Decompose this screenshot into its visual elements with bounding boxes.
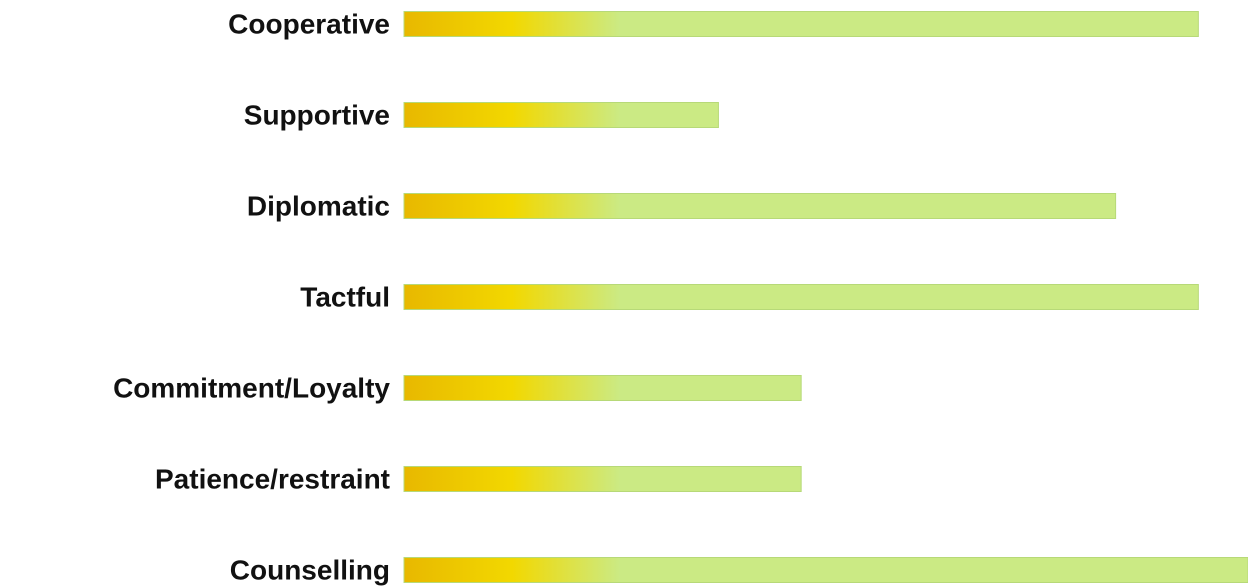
category-label-tactful: Tactful [300,282,390,313]
category-label-commitment-loyalty: Commitment/Loyalty [113,373,390,404]
bar-diplomatic [403,193,1117,219]
category-labels: Cooperative Supportive Diplomatic Tactful Co… [113,9,390,586]
bar-commitment-loyalty [403,375,802,401]
category-label-diplomatic: Diplomatic [247,191,390,222]
category-label-counselling: Counselling [230,555,390,586]
bar-supportive [403,102,719,128]
category-label-supportive: Supportive [244,100,390,131]
bar-patience-restraint [403,466,802,492]
category-label-cooperative: Cooperative [228,9,390,40]
category-label-patience-restraint: Patience/restraint [155,464,390,495]
bar-counselling [403,557,1248,583]
bar-tactful [403,284,1199,310]
bars-layer [403,11,1248,583]
bar-cooperative [403,11,1199,37]
